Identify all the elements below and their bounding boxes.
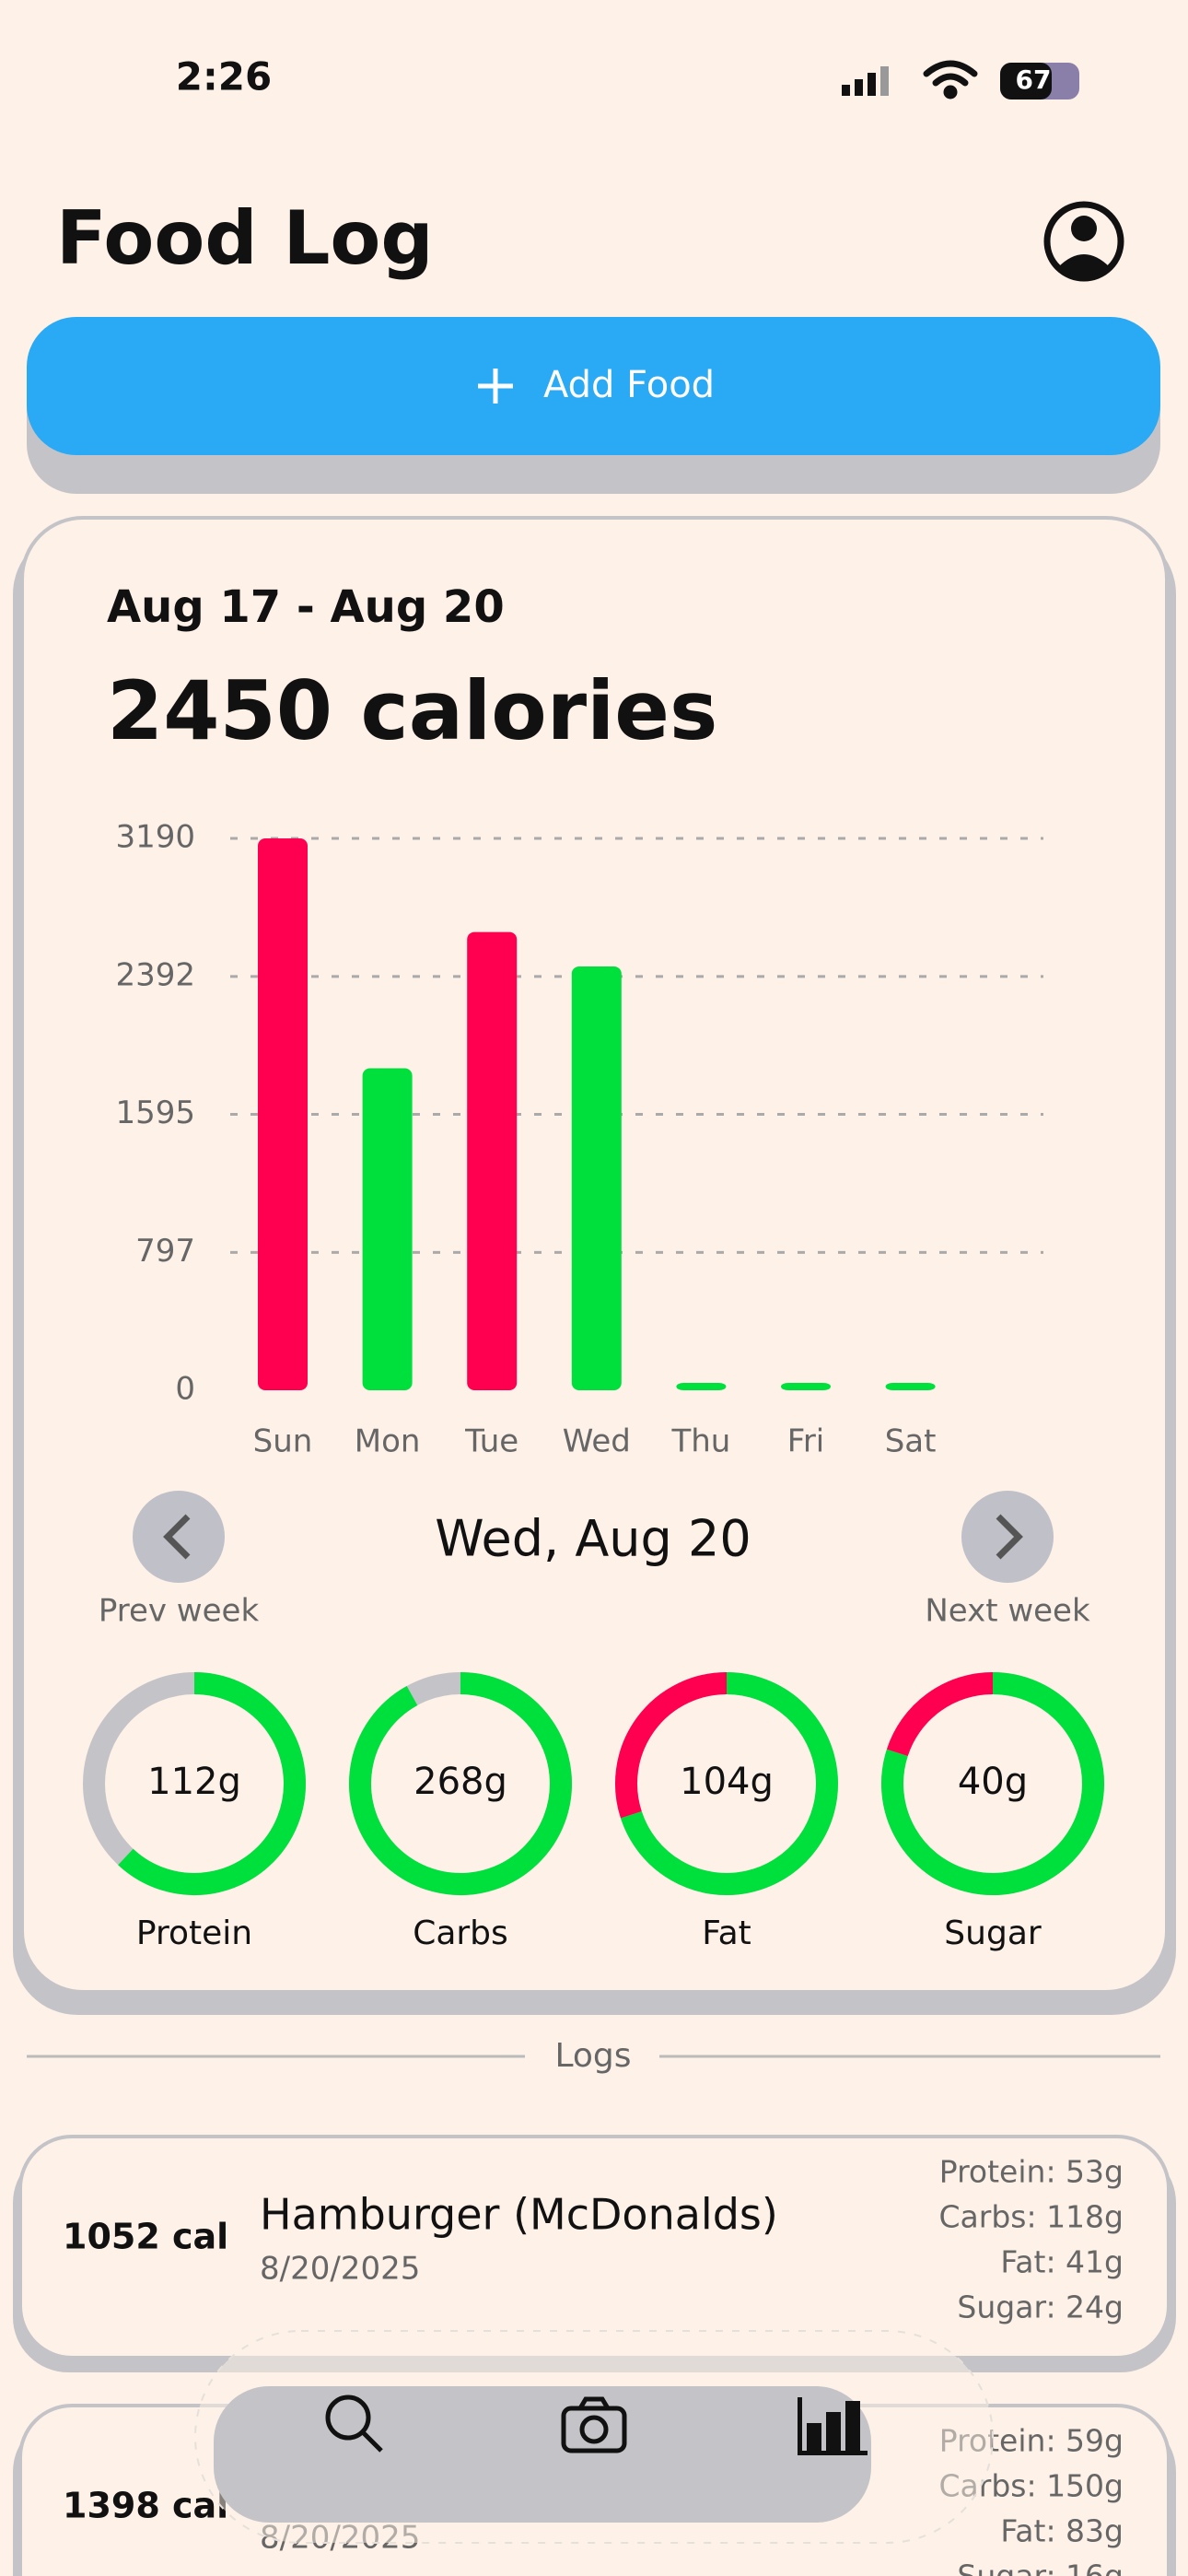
log-macro: Protein: 53g bbox=[939, 2154, 1124, 2190]
log-calories: 1398 cal bbox=[63, 2486, 228, 2526]
x-tick-label: Sat bbox=[885, 1423, 937, 1460]
battery-level bbox=[1000, 63, 1052, 100]
bar bbox=[571, 966, 622, 1390]
ring-label: Protein bbox=[136, 1914, 252, 1952]
x-tick-label: Sun bbox=[253, 1423, 313, 1460]
y-tick-label: 797 bbox=[135, 1233, 195, 1270]
prev-week-button[interactable] bbox=[133, 1491, 225, 1583]
x-tick-label: Wed bbox=[563, 1423, 631, 1460]
ring-arc bbox=[615, 1672, 728, 1819]
bar bbox=[362, 1068, 413, 1390]
x-tick-label: Mon bbox=[355, 1423, 421, 1460]
log-macro: Carbs: 118g bbox=[938, 2199, 1124, 2235]
y-tick-label: 1595 bbox=[115, 1095, 195, 1131]
x-tick-label: Fri bbox=[787, 1423, 825, 1460]
ring-label: Fat bbox=[702, 1914, 751, 1952]
tab-bar bbox=[194, 2330, 994, 2544]
macro-rings: 112g Protein 268g Carbs 104g Fat 40g Sugar bbox=[83, 1672, 1104, 1952]
ring-value: 40g bbox=[958, 1761, 1028, 1803]
ring-arc bbox=[886, 1672, 994, 1757]
y-tick-label: 0 bbox=[175, 1371, 195, 1408]
bar bbox=[258, 838, 308, 1390]
profile-button[interactable] bbox=[1043, 201, 1124, 282]
log-calories: 1052 cal bbox=[63, 2217, 228, 2257]
log-name: Hamburger (McDonalds) bbox=[260, 2190, 778, 2240]
y-tick-label: 2392 bbox=[115, 956, 195, 993]
signal-icon bbox=[842, 66, 889, 96]
stats-tab[interactable] bbox=[798, 2397, 868, 2455]
add-food-button[interactable]: Add Food bbox=[27, 317, 1160, 455]
ring-label: Sugar bbox=[944, 1914, 1042, 1952]
ring-label: Carbs bbox=[413, 1914, 508, 1952]
logs-label: Logs bbox=[554, 2037, 631, 2075]
ring-value: 112g bbox=[147, 1761, 241, 1803]
wifi-icon bbox=[923, 60, 978, 100]
ring-value: 268g bbox=[413, 1761, 507, 1803]
bar bbox=[781, 1383, 831, 1390]
ring-arc bbox=[620, 1672, 838, 1895]
battery-text: 67 bbox=[1016, 64, 1052, 95]
camera-tab[interactable] bbox=[561, 2396, 627, 2453]
selected-date: Wed, Aug 20 bbox=[435, 1510, 751, 1568]
bar-chart: 0 797 1595 2392 3190 Sun Mon Tue Wed Thu Fri Sat bbox=[115, 819, 1043, 1460]
ring-arc bbox=[349, 1672, 572, 1895]
log-macro: Sugar: 24g bbox=[957, 2289, 1124, 2325]
x-tick-label: Tue bbox=[464, 1423, 518, 1460]
bar bbox=[467, 931, 518, 1390]
bar bbox=[676, 1383, 727, 1390]
status-time: 2:26 bbox=[176, 54, 272, 100]
ring-arc bbox=[881, 1672, 1104, 1895]
log-date: 8/20/2025 bbox=[260, 2251, 420, 2288]
next-week-button[interactable] bbox=[961, 1491, 1054, 1583]
ring-arc bbox=[118, 1672, 306, 1895]
log-macro: Fat: 41g bbox=[1000, 2244, 1124, 2280]
add-food-label: Add Food bbox=[543, 364, 715, 406]
y-tick-label: 3190 bbox=[115, 819, 195, 856]
prev-week-label: Prev week bbox=[99, 1593, 260, 1630]
date-range: Aug 17 - Aug 20 bbox=[107, 581, 505, 633]
next-week-label: Next week bbox=[925, 1593, 1090, 1630]
bar bbox=[885, 1383, 936, 1390]
total-calories: 2450 calories bbox=[107, 663, 717, 758]
x-tick-label: Thu bbox=[670, 1423, 730, 1460]
log-macro: Fat: 83g bbox=[1000, 2513, 1124, 2549]
ring-value: 104g bbox=[680, 1761, 774, 1803]
page-title: Food Log bbox=[56, 195, 434, 281]
search-tab[interactable] bbox=[325, 2395, 383, 2453]
log-macro: Sugar: 16g bbox=[957, 2558, 1124, 2576]
